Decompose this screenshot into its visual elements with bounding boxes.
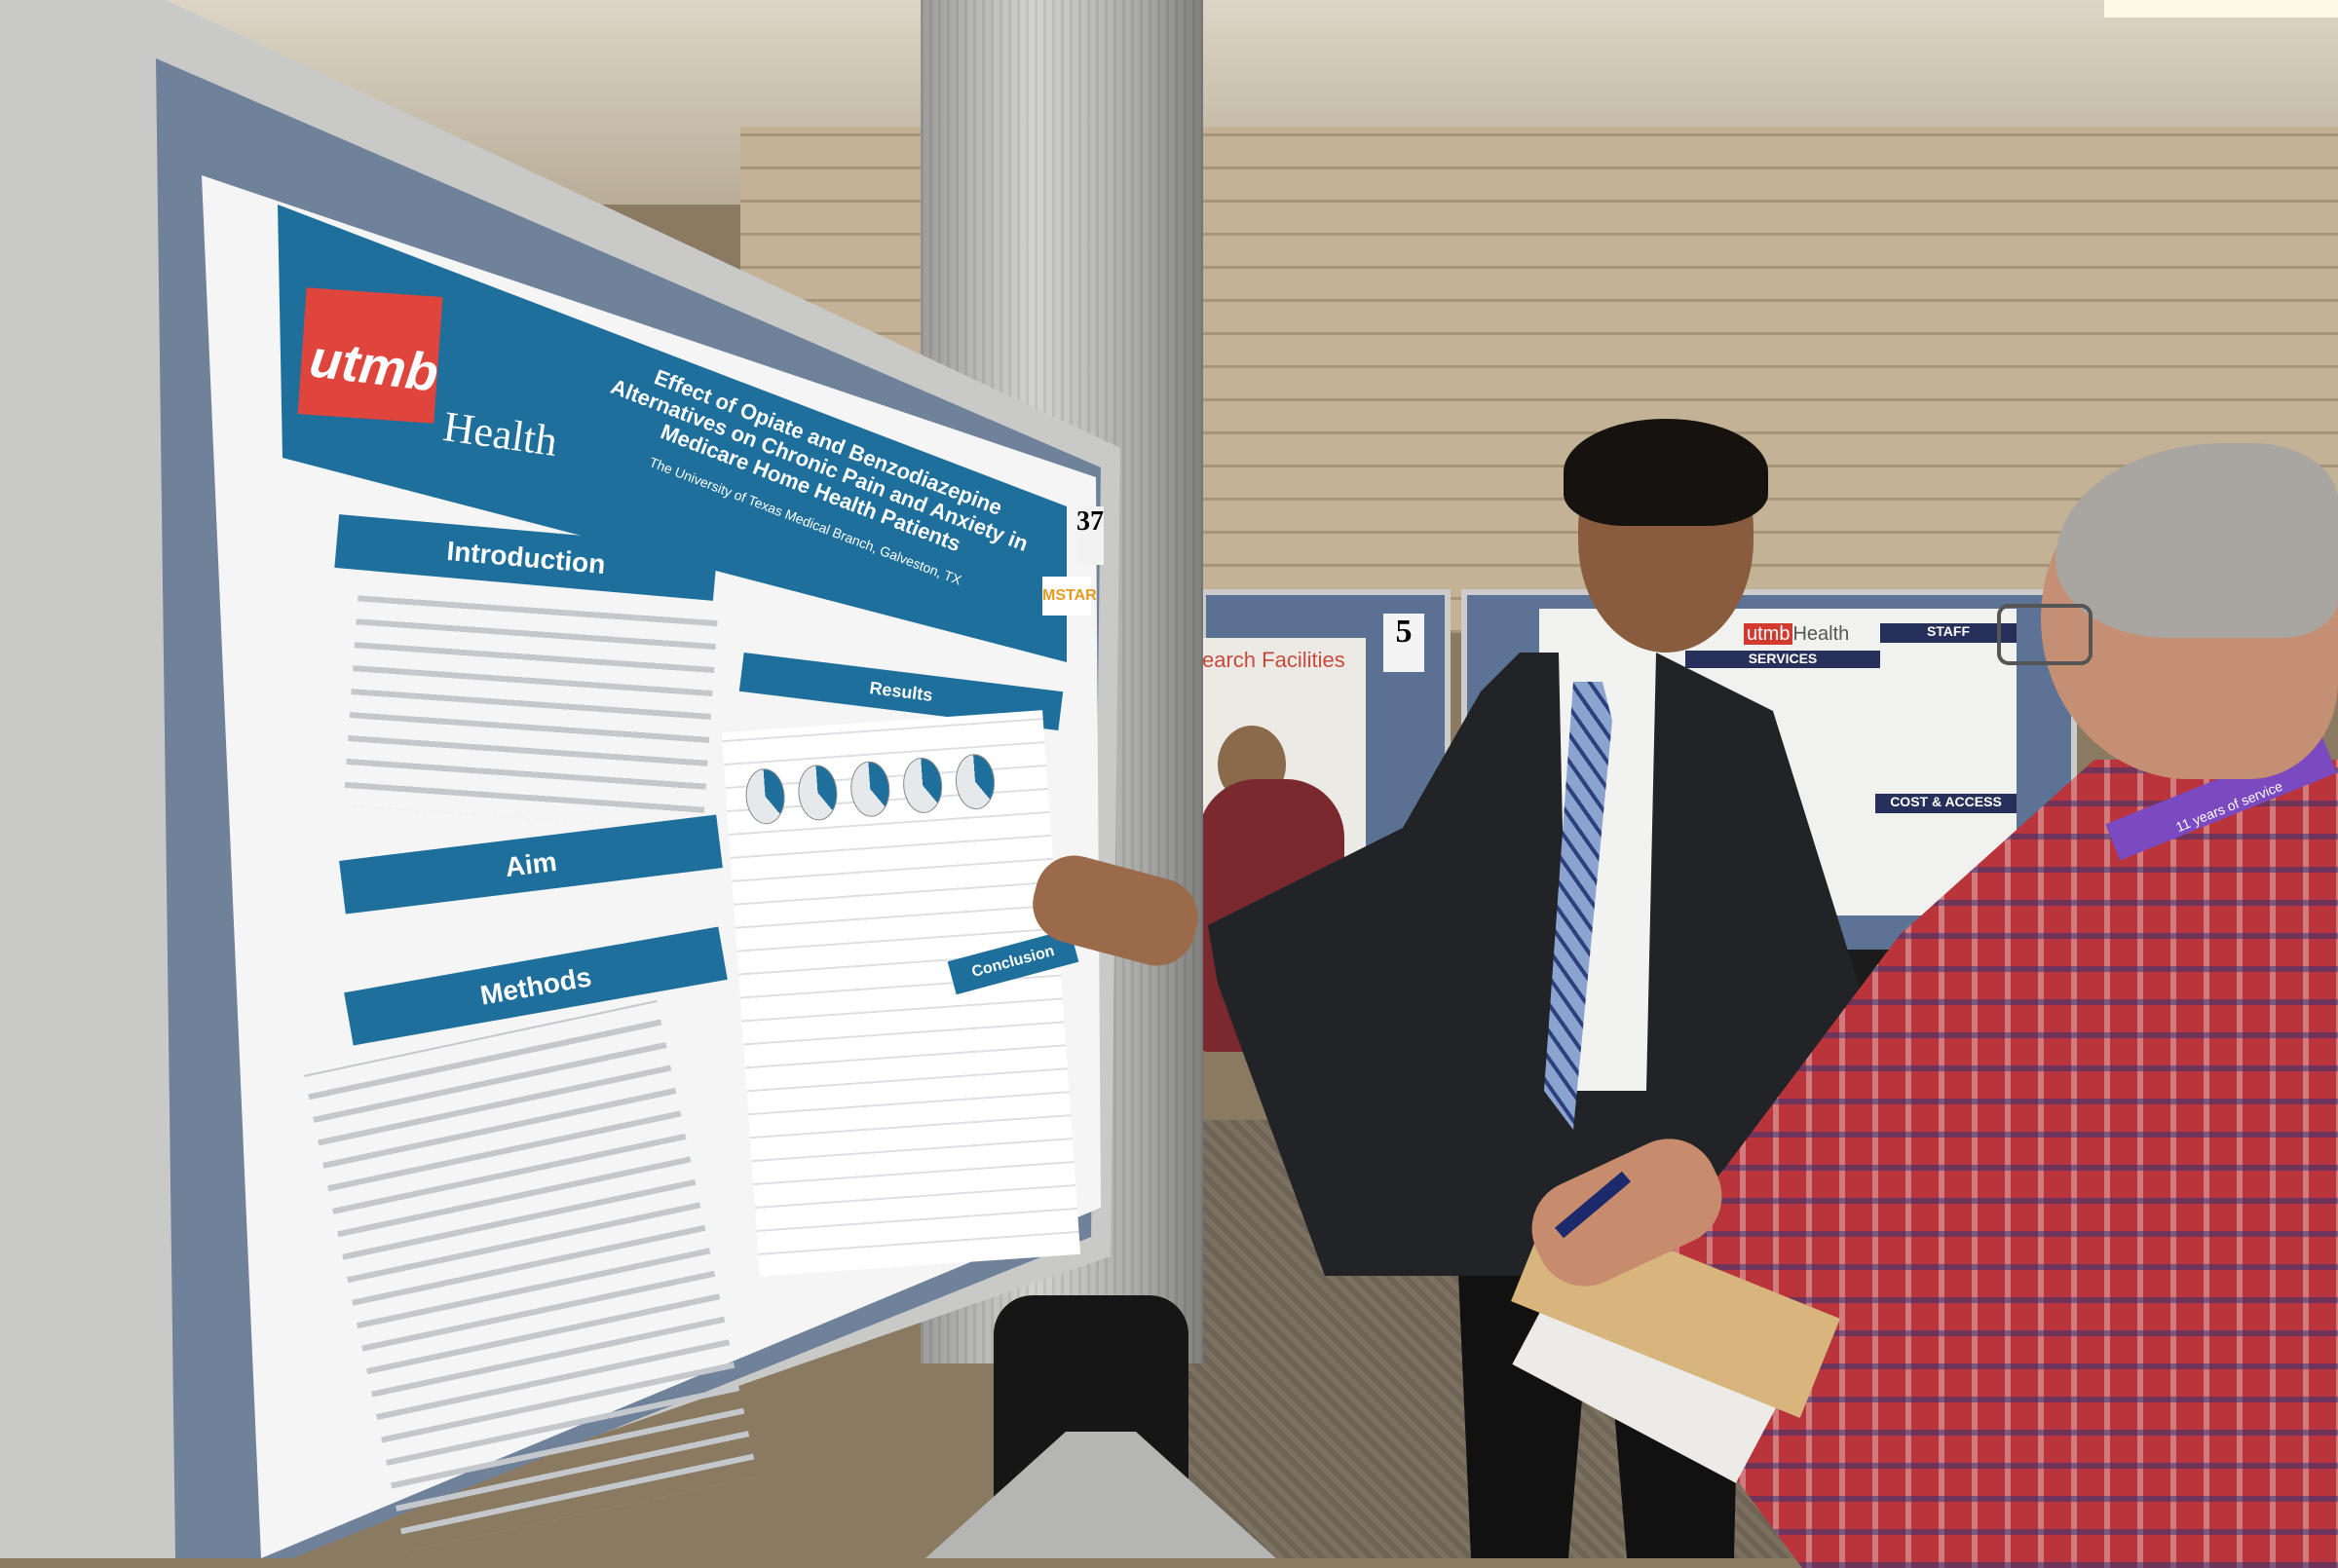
pie-charts	[722, 710, 1052, 866]
pie-chart	[743, 766, 787, 826]
staff-heading: STAFF	[1880, 623, 2017, 643]
services-heading: SERVICES	[1685, 651, 1880, 668]
introduction-text	[343, 581, 719, 831]
board-number: 37	[1076, 506, 1104, 565]
pie-chart	[901, 756, 945, 815]
board-number-5: 5	[1383, 614, 1424, 672]
logo-word: Health	[1792, 623, 1850, 645]
background-poster-title: earch Facilities	[1202, 648, 1345, 672]
sponsor-badge: MSTAR	[1042, 577, 1097, 616]
glasses	[1997, 604, 2093, 665]
cost-access-heading: COST & ACCESS	[1875, 794, 2017, 813]
pie-chart	[954, 752, 997, 811]
presenter-hair	[1564, 419, 1768, 526]
background-poster-logo: utmb Health	[1744, 623, 1849, 646]
results-tables	[721, 710, 1081, 1277]
pie-chart	[848, 760, 892, 819]
pie-chart	[796, 764, 840, 822]
ceiling-light	[2104, 0, 2338, 18]
logo-mark: utmb	[1744, 623, 1793, 645]
